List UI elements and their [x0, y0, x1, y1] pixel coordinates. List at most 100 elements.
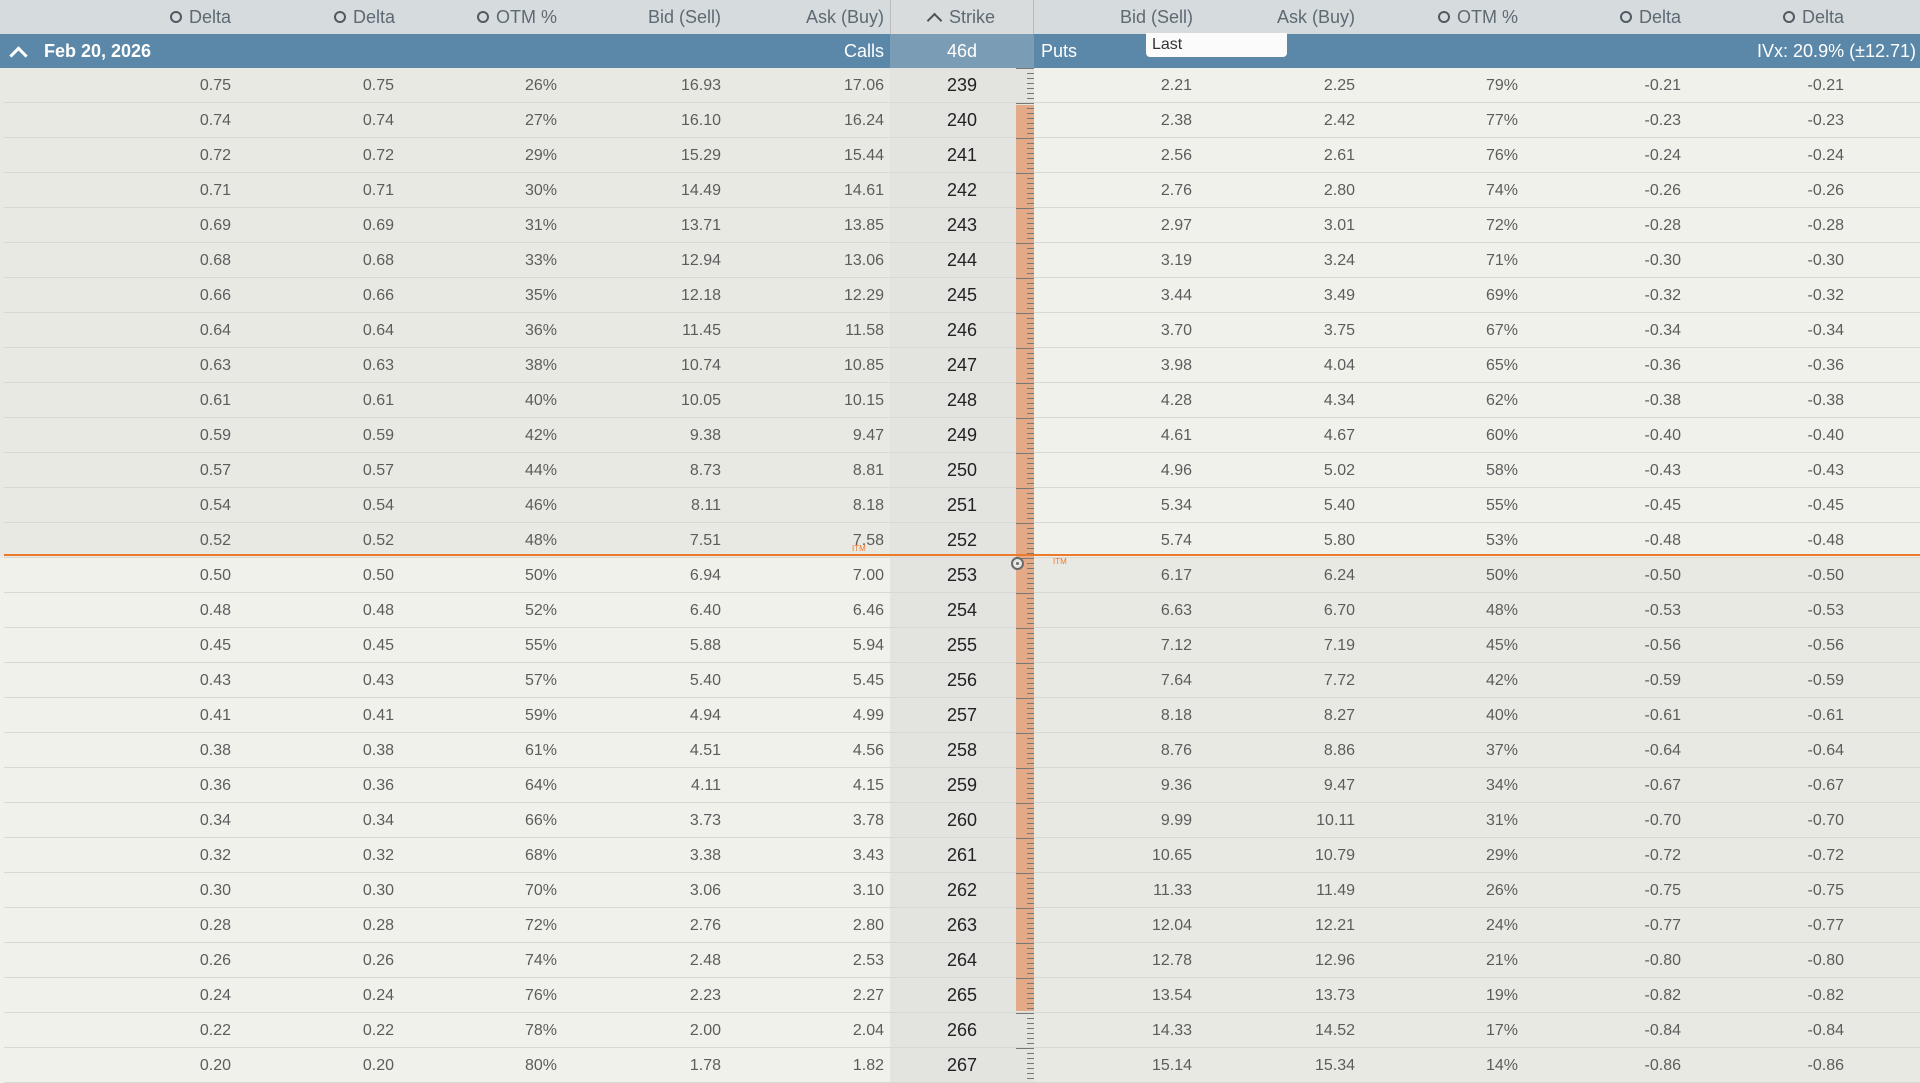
put-bid-cell[interactable]: 3.98 — [1160, 357, 1192, 374]
call-delta2-cell[interactable]: 0.24 — [362, 987, 394, 1004]
put-delta2-cell[interactable]: -0.61 — [1807, 707, 1844, 724]
call-delta2-cell[interactable]: 0.59 — [362, 427, 394, 444]
put-bid-cell[interactable]: 2.21 — [1160, 77, 1192, 94]
put-bid-cell[interactable]: 12.78 — [1151, 952, 1192, 969]
call-ask-cell[interactable]: 13.06 — [843, 252, 884, 269]
call-delta2-cell[interactable]: 0.75 — [362, 77, 394, 94]
put-ask-cell[interactable]: 6.24 — [1323, 567, 1355, 584]
put-otm-cell[interactable]: 58% — [1485, 462, 1518, 479]
call-ask-cell[interactable]: 10.15 — [843, 392, 884, 409]
circle-icon[interactable] — [169, 11, 182, 23]
call-delta2-cell[interactable]: 0.34 — [362, 812, 394, 829]
put-otm-cell[interactable]: 60% — [1485, 427, 1518, 444]
table-row[interactable]: 0.20 0.20 80% 1.78 1.82 267 15.14 15.34 14% -0.86… — [0, 1048, 1920, 1083]
put-bid-cell[interactable]: 10.65 — [1151, 847, 1192, 864]
call-bid-cell[interactable]: 16.10 — [680, 112, 721, 129]
call-delta2-cell[interactable]: 0.48 — [362, 602, 394, 619]
call-bid-cell[interactable]: 12.94 — [680, 252, 721, 269]
call-delta2-cell[interactable]: 0.32 — [362, 847, 394, 864]
call-delta1-cell[interactable]: 0.72 — [199, 147, 231, 164]
put-bid-cell[interactable]: 8.18 — [1160, 707, 1192, 724]
call-otm-cell[interactable]: 57% — [524, 672, 557, 689]
put-otm-cell[interactable]: 53% — [1485, 532, 1518, 549]
put-delta2-cell[interactable]: -0.64 — [1807, 742, 1844, 759]
call-delta1-cell[interactable]: 0.52 — [199, 532, 231, 549]
call-delta1-cell[interactable]: 0.32 — [199, 847, 231, 864]
call-bid-cell[interactable]: 4.51 — [689, 742, 721, 759]
put-bid-cell[interactable]: 6.17 — [1160, 567, 1192, 584]
put-delta2-cell[interactable]: -0.26 — [1807, 182, 1844, 199]
call-delta2-cell[interactable]: 0.64 — [362, 322, 394, 339]
call-ask-cell[interactable]: 4.99 — [852, 707, 884, 724]
call-otm-cell[interactable]: 59% — [524, 707, 557, 724]
table-row[interactable]: 0.74 0.74 27% 16.10 16.24 240 2.38 2.42 77% -0.23… — [0, 103, 1920, 138]
call-ask-cell[interactable]: 3.78 — [852, 812, 884, 829]
put-delta1-cell[interactable]: -0.72 — [1644, 847, 1681, 864]
put-delta1-cell[interactable]: -0.77 — [1644, 917, 1681, 934]
table-row[interactable]: 0.64 0.64 36% 11.45 11.58 246 3.70 3.75 67% -0.34… — [0, 313, 1920, 348]
call-ask-cell[interactable]: 7.58 — [852, 532, 884, 549]
call-ask-cell[interactable]: 17.06 — [843, 77, 884, 94]
put-ask-cell[interactable]: 3.01 — [1323, 217, 1355, 234]
call-delta1-cell[interactable]: 0.59 — [199, 427, 231, 444]
call-delta1-cell[interactable]: 0.74 — [199, 112, 231, 129]
put-delta1-cell[interactable]: -0.26 — [1644, 182, 1681, 199]
put-bid-cell[interactable]: 7.12 — [1160, 637, 1192, 654]
call-delta1-cell[interactable]: 0.24 — [199, 987, 231, 1004]
put-bid-cell[interactable]: 13.54 — [1151, 987, 1192, 1004]
call-bid-cell[interactable]: 15.29 — [680, 147, 721, 164]
table-row[interactable]: 0.48 0.48 52% 6.40 6.46 254 6.63 6.70 48% -0.53 -0… — [0, 593, 1920, 628]
call-ask-cell[interactable]: 2.04 — [852, 1022, 884, 1039]
put-bid-cell[interactable]: 11.33 — [1153, 882, 1192, 899]
call-delta2-cell[interactable]: 0.20 — [362, 1057, 394, 1074]
put-ask-cell[interactable]: 2.80 — [1323, 182, 1355, 199]
put-delta2-cell[interactable]: -0.59 — [1807, 672, 1844, 689]
table-row[interactable]: 0.69 0.69 31% 13.71 13.85 243 2.97 3.01 72% -0.28… — [0, 208, 1920, 243]
call-ask-cell[interactable]: 4.56 — [852, 742, 884, 759]
call-delta1-cell[interactable]: 0.20 — [199, 1057, 231, 1074]
call-ask-cell[interactable]: 11.58 — [845, 322, 884, 339]
table-row[interactable]: 0.43 0.43 57% 5.40 5.45 256 7.64 7.72 42% -0.59 -0… — [0, 663, 1920, 698]
call-delta1-cell[interactable]: 0.63 — [199, 357, 231, 374]
put-otm-cell[interactable]: 40% — [1485, 707, 1518, 724]
put-ask-cell[interactable]: 9.47 — [1323, 777, 1355, 794]
call-otm-cell[interactable]: 66% — [524, 812, 557, 829]
call-bid-cell[interactable]: 10.05 — [680, 392, 721, 409]
put-ask-cell[interactable]: 10.79 — [1314, 847, 1355, 864]
call-ask-cell[interactable]: 13.85 — [843, 217, 884, 234]
call-otm-cell[interactable]: 50% — [524, 567, 557, 584]
call-bid-cell[interactable]: 5.40 — [689, 672, 721, 689]
put-delta2-cell[interactable]: -0.70 — [1807, 812, 1844, 829]
put-ask-cell[interactable]: 5.02 — [1323, 462, 1355, 479]
put-bid-cell[interactable]: 4.61 — [1160, 427, 1192, 444]
circle-icon[interactable] — [333, 11, 346, 23]
put-delta2-cell[interactable]: -0.77 — [1807, 917, 1844, 934]
call-otm-cell[interactable]: 80% — [524, 1057, 557, 1074]
put-ask-cell[interactable]: 2.42 — [1323, 112, 1355, 129]
put-ask-cell[interactable]: 5.80 — [1323, 532, 1355, 549]
call-delta1-cell[interactable]: 0.30 — [199, 882, 231, 899]
put-otm-cell[interactable]: 37% — [1485, 742, 1518, 759]
column-header-bid-sell[interactable]: Bid (Sell) — [557, 0, 721, 34]
call-ask-cell[interactable]: 10.85 — [843, 357, 884, 374]
call-delta1-cell[interactable]: 0.34 — [199, 812, 231, 829]
table-row[interactable]: 0.32 0.32 68% 3.38 3.43 261 10.65 10.79 29% -0.72… — [0, 838, 1920, 873]
table-row[interactable]: 0.54 0.54 46% 8.11 8.18 251 5.34 5.40 55% -0.45 -0… — [0, 488, 1920, 523]
put-otm-cell[interactable]: 21% — [1485, 952, 1518, 969]
circle-icon[interactable] — [477, 11, 489, 23]
call-ask-cell[interactable]: 1.82 — [852, 1057, 884, 1074]
put-delta1-cell[interactable]: -0.56 — [1644, 637, 1681, 654]
put-delta1-cell[interactable]: -0.32 — [1644, 287, 1681, 304]
put-otm-cell[interactable]: 48% — [1485, 602, 1518, 619]
call-delta2-cell[interactable]: 0.36 — [362, 777, 394, 794]
put-ask-cell[interactable]: 15.34 — [1314, 1057, 1355, 1074]
column-header-ask-buy[interactable]: Ask (Buy) — [721, 0, 884, 34]
put-delta2-cell[interactable]: -0.36 — [1807, 357, 1844, 374]
table-row[interactable]: 0.34 0.34 66% 3.73 3.78 260 9.99 10.11 31% -0.70 -… — [0, 803, 1920, 838]
call-bid-cell[interactable]: 2.48 — [689, 952, 721, 969]
table-row[interactable]: 0.50 0.50 50% 6.94 7.00 253 6.17 6.24 50% -0.50 -0… — [0, 558, 1920, 593]
put-delta2-cell[interactable]: -0.75 — [1807, 882, 1844, 899]
call-delta2-cell[interactable]: 0.72 — [362, 147, 394, 164]
put-bid-cell[interactable]: 9.36 — [1160, 777, 1192, 794]
put-delta2-cell[interactable]: -0.50 — [1807, 567, 1844, 584]
